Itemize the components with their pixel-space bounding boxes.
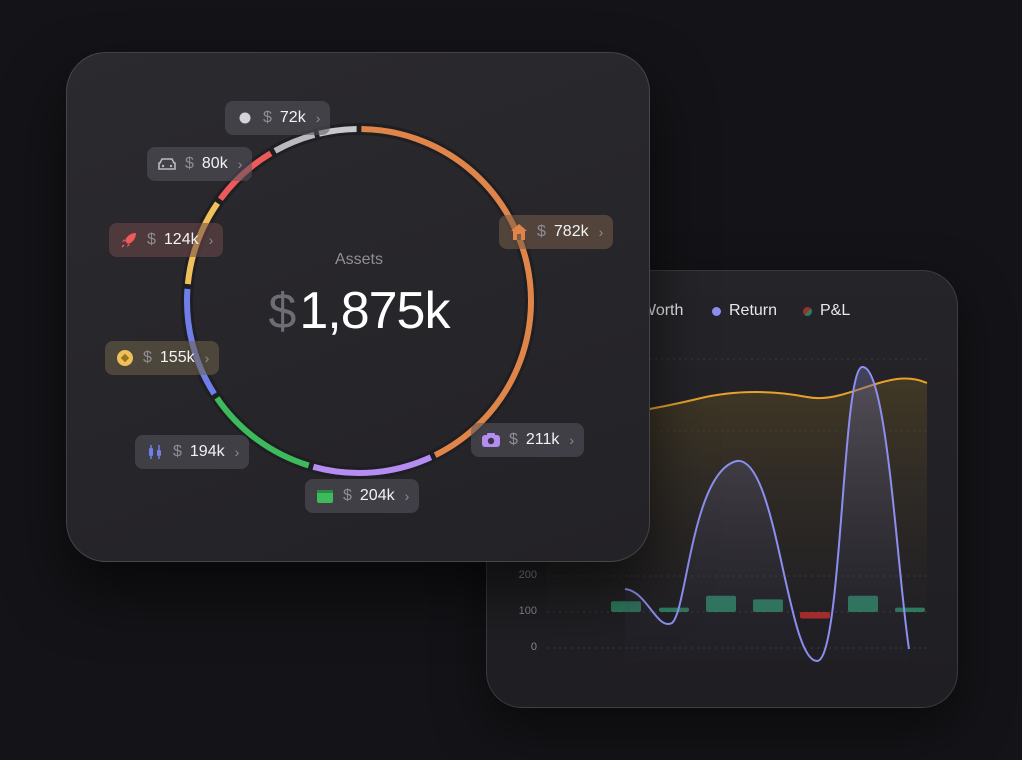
pnl-bar (800, 612, 830, 619)
performance-chart-card: Worth Return P&L 200 100 0 (486, 270, 958, 708)
asset-chip-gold[interactable]: $ 155k › (105, 341, 220, 375)
chip-value: 124k (163, 231, 199, 248)
legend-return[interactable]: Return (712, 302, 777, 320)
asset-chip-growth[interactable]: $ 124k › (109, 223, 224, 257)
donut-segment-property (361, 126, 534, 458)
chip-currency: $ (343, 487, 352, 504)
legend-pnl[interactable]: P&L (803, 302, 850, 320)
chip-value: 80k (201, 155, 228, 172)
chevron-right-icon: › (234, 444, 240, 460)
camera-icon (481, 430, 501, 450)
chip-currency: $ (185, 155, 194, 172)
car-icon (157, 154, 177, 174)
donut-segment-cash (214, 396, 310, 469)
chip-value: 204k (359, 487, 395, 504)
chevron-right-icon: › (208, 232, 214, 248)
assets-label: Assets (334, 251, 383, 268)
house-icon (509, 222, 529, 242)
legend-worth[interactable]: Worth (641, 302, 741, 320)
assets-card: Assets $1,875k $ 782k › $ 211k › $ 204k … (66, 52, 650, 562)
chip-value: 194k (189, 443, 225, 460)
wallet-icon (315, 486, 335, 506)
y-tick-100: 100 (518, 605, 537, 617)
chip-currency: $ (537, 223, 546, 240)
assets-total-currency: $ (268, 283, 297, 339)
dot-icon (235, 108, 255, 128)
chevron-right-icon: › (204, 350, 210, 366)
chip-currency: $ (263, 109, 272, 126)
chevron-right-icon: › (315, 110, 321, 126)
return-line (624, 365, 910, 663)
chip-value: 211k (525, 431, 560, 448)
return-area (625, 366, 909, 661)
chevron-right-icon: › (404, 488, 410, 504)
return-dot-icon (712, 306, 721, 316)
chip-currency: $ (509, 431, 518, 448)
legend-worth-label: Worth (641, 302, 684, 319)
pnl-dot-icon (803, 306, 812, 316)
chevron-right-icon: › (237, 156, 243, 172)
donut-segment-savings (312, 454, 433, 476)
asset-chip-other[interactable]: $ 72k › (225, 101, 331, 135)
chip-value: 72k (279, 109, 306, 126)
asset-chip-cash[interactable]: $ 204k › (305, 479, 420, 513)
assets-donut (181, 123, 537, 479)
chip-currency: $ (147, 231, 156, 248)
legend-pnl-label: P&L (820, 302, 851, 319)
rocket-icon (119, 230, 139, 250)
chip-currency: $ (173, 443, 182, 460)
y-tick-0: 0 (530, 641, 537, 653)
chip-currency: $ (143, 349, 152, 366)
candlestick-icon (145, 442, 165, 462)
assets-total-value: 1,875k (299, 282, 450, 340)
chevron-right-icon: › (569, 432, 575, 448)
chip-value: 782k (553, 223, 589, 240)
coin-icon (115, 348, 135, 368)
y-tick-200: 200 (518, 569, 537, 581)
assets-total: $1,875k (67, 281, 651, 341)
chip-value: 155k (159, 349, 195, 366)
asset-chip-stocks[interactable]: $ 194k › (135, 435, 250, 469)
legend-return-label: Return (729, 302, 778, 319)
asset-chip-savings[interactable]: $ 211k › (471, 423, 585, 457)
asset-chip-vehicle[interactable]: $ 80k › (147, 147, 253, 181)
chevron-right-icon: › (598, 224, 604, 240)
asset-chip-property[interactable]: $ 782k › (499, 215, 614, 249)
